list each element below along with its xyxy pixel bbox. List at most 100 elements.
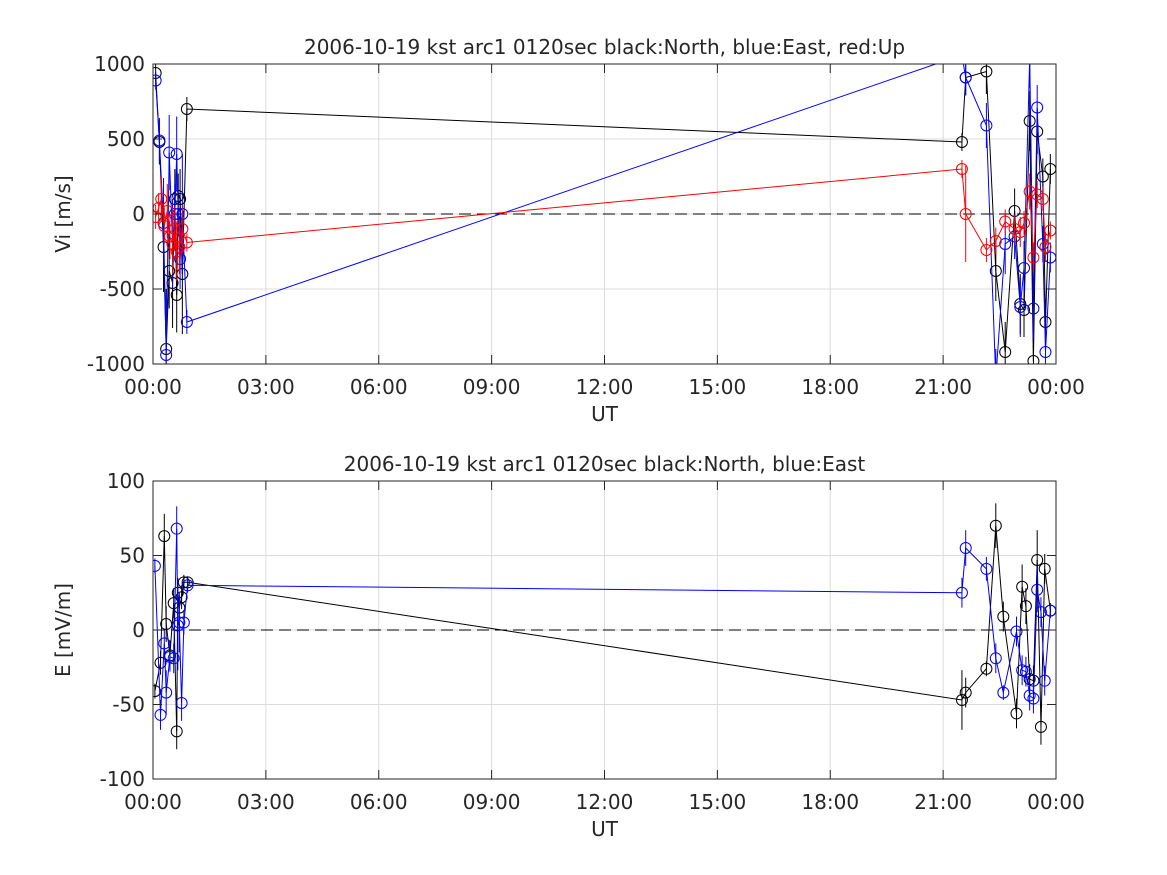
efield-series-north-point <box>160 618 173 631</box>
velocity-x-tick-label: 18:00 <box>801 375 859 399</box>
velocity-x-tick-label: 03:00 <box>237 375 295 399</box>
efield-y-tick-label: 50 <box>120 544 145 568</box>
velocity-series <box>153 53 1056 364</box>
velocity-series-east-point <box>180 316 193 328</box>
velocity-x-tick-label: 00:00 <box>124 375 182 399</box>
velocity-series-up-point <box>180 236 193 249</box>
velocity-series-east-point <box>1024 53 1035 64</box>
velocity-series-up-point <box>1036 193 1049 205</box>
velocity-series-up-point <box>955 163 968 175</box>
efield-series-east-point <box>1019 665 1032 678</box>
efield-y-axis-label: E [mV/m] <box>51 583 75 677</box>
velocity-series-east-point <box>1039 346 1052 358</box>
velocity-series-east-point <box>170 148 183 160</box>
velocity-y-tick-label: 1000 <box>94 52 145 76</box>
velocity-x-tick-label: 21:00 <box>914 375 972 399</box>
efield-series-east-point <box>173 616 186 629</box>
efield-ticks: 00:00 03:00 06:00 09:00 12:00 15:00 18:00 21:00… <box>100 469 1085 814</box>
efield-chart-title: 2006-10-19 kst arc1 0120sec black:North,… <box>344 452 866 476</box>
velocity-series-east-point <box>1027 302 1040 315</box>
efield-series-east-point <box>1038 674 1051 687</box>
velocity-series-up-point <box>173 241 186 253</box>
efield-series-east-point <box>167 652 180 665</box>
efield-series-east <box>153 506 1056 730</box>
efield-series-east-point <box>989 652 1002 665</box>
velocity-series-east-point <box>999 238 1012 250</box>
efield-series-east-point <box>997 686 1010 699</box>
velocity-panel: 00:00 03:00 06:00 09:00 12:00 15:00 18:00 21:00… <box>51 35 1085 426</box>
efield-series-east-point <box>955 586 968 599</box>
efield-series-east-point <box>1031 583 1044 596</box>
efield-series-east-point <box>959 542 972 555</box>
velocity-series-north-point <box>1027 355 1040 364</box>
efield-x-tick-label: 03:00 <box>237 790 295 814</box>
velocity-series-up-point <box>980 244 993 256</box>
efield-series-east-point <box>181 579 194 592</box>
efield-x-tick-label: 21:00 <box>914 790 972 814</box>
efield-series-east-point <box>177 616 190 629</box>
velocity-series-north-point <box>999 346 1012 358</box>
velocity-y-tick-label: 500 <box>107 127 145 151</box>
efield-series-north-line <box>154 525 1051 732</box>
velocity-series-north-point <box>989 265 1002 277</box>
velocity-series-east-point <box>153 74 162 87</box>
velocity-series-up-point <box>168 223 181 235</box>
velocity-x-axis-label: UT <box>591 402 619 426</box>
velocity-series-up-point <box>1039 241 1052 253</box>
velocity-y-tick-label: -500 <box>100 277 145 301</box>
efield-series-east-line <box>154 528 1051 715</box>
efield-series-north-point <box>1038 562 1051 575</box>
velocity-x-tick-label: 12:00 <box>576 375 634 399</box>
velocity-chart-title: 2006-10-19 kst arc1 0120sec black:North,… <box>304 35 905 59</box>
velocity-series-east-line <box>155 64 1051 364</box>
velocity-series-up-point <box>161 205 174 217</box>
velocity-y-tick-label: 0 <box>132 202 145 226</box>
efield-series-north-point <box>997 610 1010 623</box>
efield-x-tick-label: 00:00 <box>124 790 182 814</box>
efield-series-north-point <box>1010 707 1023 720</box>
velocity-series-north-line <box>155 70 1051 362</box>
efield-series-north-point <box>1034 720 1047 733</box>
efield-y-tick-label: 100 <box>107 469 145 493</box>
velocity-series-up-point <box>176 223 189 235</box>
efield-series-north-point <box>1016 580 1029 593</box>
velocity-x-tick-label: 00:00 <box>1027 375 1085 399</box>
velocity-series-east-point <box>1036 238 1049 250</box>
velocity-series-east-point <box>174 253 187 265</box>
velocity-series-east-point <box>163 146 176 159</box>
efield-x-tick-label: 09:00 <box>463 790 521 814</box>
velocity-series-north-point <box>180 103 193 115</box>
velocity-series-up-line <box>155 168 1051 258</box>
efield-series-north-point <box>980 662 993 675</box>
efield-series-north-point <box>955 694 968 707</box>
efield-y-tick-label: -100 <box>100 767 145 791</box>
efield-series-east-point <box>175 697 188 710</box>
velocity-y-tick-label: -1000 <box>87 352 145 376</box>
efield-series <box>153 503 1056 750</box>
velocity-ticks: 00:00 03:00 06:00 09:00 12:00 15:00 18:00 21:00… <box>87 52 1085 399</box>
efield-x-tick-label: 00:00 <box>1027 790 1085 814</box>
velocity-series-up-point <box>989 235 1002 247</box>
efield-series-north-point <box>1019 600 1032 613</box>
efield-series-north-point <box>959 686 972 699</box>
efield-series-east-point <box>1010 625 1023 638</box>
velocity-series-up-point <box>959 208 972 220</box>
efield-x-axis-label: UT <box>591 817 619 841</box>
velocity-series-up-point <box>153 211 162 223</box>
velocity-series-up-point <box>155 193 168 205</box>
velocity-series-north-point <box>1036 170 1049 183</box>
velocity-series-up-point <box>166 238 179 250</box>
efield-series-east-point <box>980 562 993 575</box>
efield-x-tick-label: 18:00 <box>801 790 859 814</box>
velocity-series-north-point <box>1023 115 1036 127</box>
efield-x-tick-label: 15:00 <box>689 790 747 814</box>
velocity-series-east-point <box>959 71 972 84</box>
velocity-y-axis-label: Vi [m/s] <box>51 175 75 252</box>
efield-series-north-point <box>170 725 183 738</box>
velocity-series-east-point <box>980 119 993 132</box>
velocity-series-north-point <box>955 136 968 148</box>
efield-series-north-point <box>175 591 188 604</box>
velocity-series-east-point <box>1018 262 1031 274</box>
velocity-series-north-point <box>170 289 183 301</box>
velocity-x-tick-label: 06:00 <box>350 375 408 399</box>
